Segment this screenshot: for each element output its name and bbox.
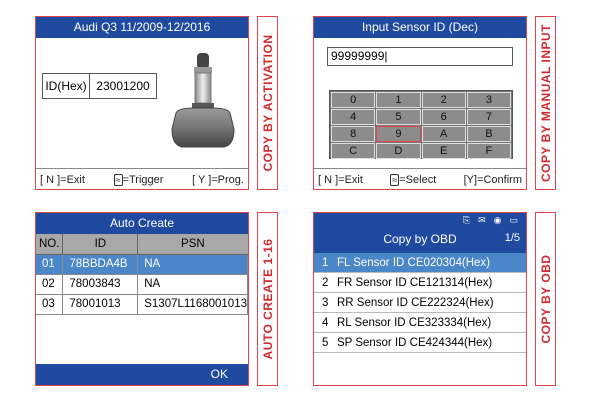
key-4[interactable]: 4 bbox=[331, 109, 376, 125]
ok-button[interactable]: OK bbox=[36, 364, 248, 385]
side-label: COPY BY ACTIVATION bbox=[260, 34, 275, 172]
side-label-box: COPY BY OBD bbox=[535, 212, 556, 386]
col-psn: PSN bbox=[137, 234, 248, 255]
item-label: RL Sensor ID CE323334(Hex) bbox=[337, 317, 492, 329]
list-item[interactable]: 4 RL Sensor ID CE323334(Hex) bbox=[314, 313, 526, 333]
key-c[interactable]: C bbox=[331, 143, 376, 159]
key-d[interactable]: D bbox=[376, 143, 421, 159]
screen-header: ⎘ ✉ ◉ ▭ Copy by OBD 1/5 bbox=[314, 213, 526, 253]
item-number: 3 bbox=[322, 297, 329, 309]
cell-id: 78001013 bbox=[62, 294, 139, 315]
trigger-label: =Trigger bbox=[122, 174, 164, 186]
key-7[interactable]: 7 bbox=[466, 109, 511, 125]
side-label: AUTO CREATE 1-16 bbox=[260, 238, 275, 360]
screen-title: Auto Create bbox=[36, 213, 248, 234]
id-value: 23001200 bbox=[96, 79, 150, 93]
table-row[interactable]: 02 78003843 NA bbox=[36, 274, 248, 295]
id-label: ID(Hex) bbox=[43, 74, 90, 98]
list-item[interactable]: 3 RR Sensor ID CE222324(Hex) bbox=[314, 293, 526, 313]
key-f[interactable]: F bbox=[466, 143, 511, 159]
screen-title: Audi Q3 11/2009-12/2016 bbox=[36, 17, 248, 38]
copy-by-activation-screen: Audi Q3 11/2009-12/2016 ID(Hex) 23001200… bbox=[35, 16, 249, 190]
table-row[interactable]: 01 78BBDA4B NA bbox=[36, 254, 248, 275]
status-bar: ⎘ ✉ ◉ ▭ bbox=[463, 215, 518, 226]
obd-icon: ⎘ bbox=[462, 215, 471, 225]
cell-no: 01 bbox=[36, 254, 64, 275]
prog-hint: [ Y ]=Prog. bbox=[192, 174, 244, 186]
item-label: SP Sensor ID CE424344(Hex) bbox=[337, 337, 493, 349]
side-label: COPY BY MANUAL INPUT bbox=[538, 23, 553, 183]
key-b[interactable]: B bbox=[466, 126, 511, 142]
auto-create-screen: Auto Create NO. ID PSN 01 78BBDA4B NA 02 7800… bbox=[35, 212, 249, 386]
key-9[interactable]: 9 bbox=[376, 126, 421, 142]
exit-hint: [ N ]=Exit bbox=[40, 174, 85, 186]
key-2[interactable]: 2 bbox=[421, 92, 466, 108]
side-label-box: COPY BY MANUAL INPUT bbox=[535, 16, 556, 190]
key-hints: [ N ]=Exit ≈ =Select [Y]=Confirm bbox=[314, 168, 526, 189]
cell-no: 03 bbox=[36, 294, 64, 315]
screen-title: Input Sensor ID (Dec) bbox=[314, 17, 526, 38]
key-6[interactable]: 6 bbox=[421, 109, 466, 125]
side-label: COPY BY OBD bbox=[538, 254, 553, 344]
confirm-hint: [Y]=Confirm bbox=[463, 174, 522, 186]
key-0[interactable]: 0 bbox=[331, 92, 376, 108]
side-label-box: COPY BY ACTIVATION bbox=[257, 16, 278, 190]
id-field: ID(Hex) 23001200 bbox=[42, 73, 157, 99]
item-number: 1 bbox=[322, 257, 329, 269]
wifi-icon: ≈ bbox=[113, 174, 123, 186]
copy-by-obd-screen: ⎘ ✉ ◉ ▭ Copy by OBD 1/5 1 FL Sensor ID CE… bbox=[313, 212, 527, 386]
table-row[interactable]: 03 78001013 S1307L1168001013 bbox=[36, 294, 248, 315]
page-indicator: 1/5 bbox=[504, 232, 520, 244]
tpms-sensor-image bbox=[171, 53, 235, 148]
list-item[interactable]: 1 FL Sensor ID CE020304(Hex) bbox=[314, 253, 526, 273]
cell-no: 02 bbox=[36, 274, 64, 295]
cell-psn: S1307L1168001013 bbox=[137, 294, 248, 315]
list-item[interactable]: 2 FR Sensor ID CE121314(Hex) bbox=[314, 273, 526, 293]
col-no: NO. bbox=[36, 234, 64, 255]
screen-title: Copy by OBD bbox=[383, 232, 457, 246]
cell-psn: NA bbox=[137, 274, 248, 295]
key-e[interactable]: E bbox=[421, 143, 466, 159]
key-hints: [ N ]=Exit ≈ =Trigger [ Y ]=Prog. bbox=[36, 168, 248, 189]
item-number: 4 bbox=[322, 317, 329, 329]
cell-id: 78BBDA4B bbox=[62, 254, 139, 275]
link-icon: ◉ bbox=[493, 215, 502, 225]
col-id: ID bbox=[62, 234, 139, 255]
side-label-box: AUTO CREATE 1-16 bbox=[257, 212, 278, 386]
key-8[interactable]: 8 bbox=[331, 126, 376, 142]
cell-psn: NA bbox=[137, 254, 248, 275]
key-1[interactable]: 1 bbox=[376, 92, 421, 108]
select-hint: ≈ =Select bbox=[390, 174, 436, 186]
key-3[interactable]: 3 bbox=[466, 92, 511, 108]
item-label: FR Sensor ID CE121314(Hex) bbox=[337, 277, 493, 289]
battery-icon: ▭ bbox=[509, 215, 518, 225]
sensor-table: NO. ID PSN 01 78BBDA4B NA 02 78003843 NA 03 780… bbox=[36, 234, 248, 315]
key-a[interactable]: A bbox=[421, 126, 466, 142]
exit-hint: [ N ]=Exit bbox=[318, 174, 363, 186]
item-label: RR Sensor ID CE222324(Hex) bbox=[337, 297, 494, 309]
item-number: 2 bbox=[322, 277, 329, 289]
cell-id: 78003843 bbox=[62, 274, 139, 295]
sensor-id-input[interactable]: 99999999| bbox=[327, 47, 513, 66]
list-item[interactable]: 5 SP Sensor ID CE424344(Hex) bbox=[314, 333, 526, 353]
select-label: =Select bbox=[399, 174, 437, 186]
wifi-icon: ≈ bbox=[390, 174, 400, 186]
mail-icon: ✉ bbox=[478, 215, 486, 225]
key-5[interactable]: 5 bbox=[376, 109, 421, 125]
item-label: FL Sensor ID CE020304(Hex) bbox=[337, 257, 490, 269]
item-number: 5 bbox=[322, 337, 329, 349]
trigger-hint: ≈ =Trigger bbox=[113, 174, 164, 186]
